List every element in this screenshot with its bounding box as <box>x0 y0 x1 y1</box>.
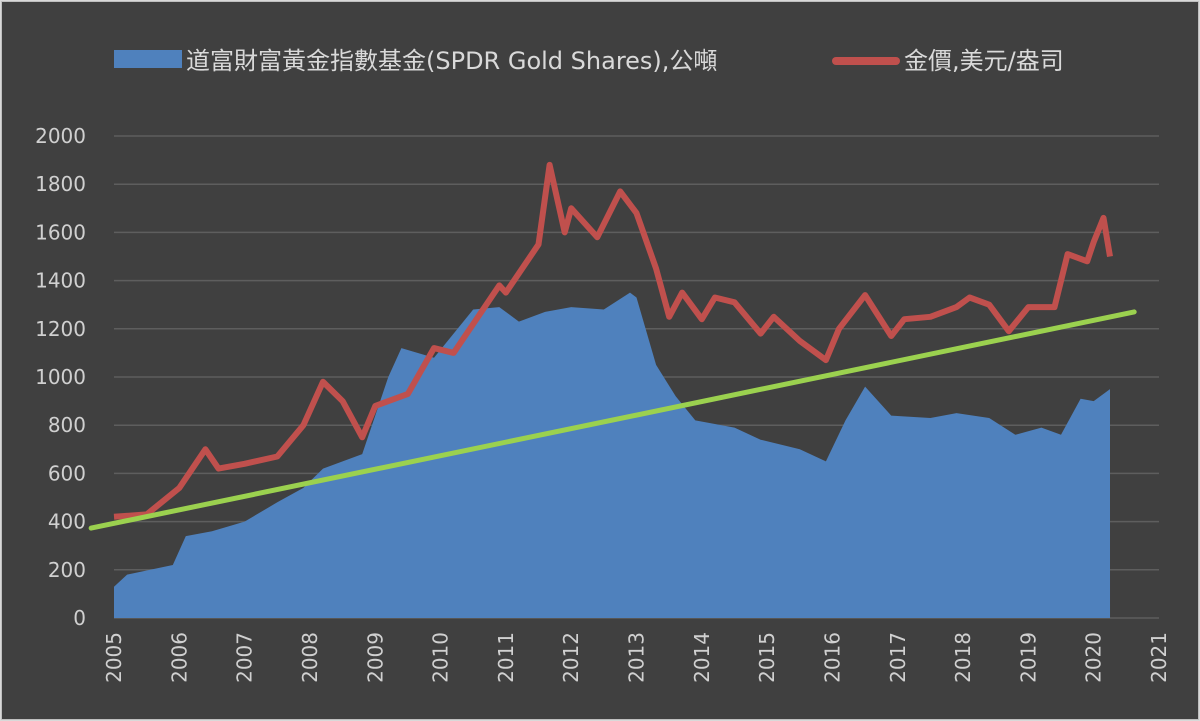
x-tick-label: 2016 <box>820 632 844 683</box>
x-tick-label: 2015 <box>755 632 779 683</box>
legend: 道富財富黃金指數基金(SPDR Gold Shares),公噸 金價,美元/盎司 <box>114 47 1064 75</box>
x-tick-label: 2006 <box>167 632 191 683</box>
y-tick-label: 1800 <box>35 172 86 196</box>
y-tick-label: 200 <box>48 558 86 582</box>
gold-price-line <box>113 161 1113 520</box>
y-tick-label: 2000 <box>35 124 86 148</box>
x-tick-label: 2021 <box>1147 632 1171 683</box>
y-tick-label: 1000 <box>35 365 86 389</box>
x-tick-label: 2020 <box>1082 632 1106 683</box>
x-tick-label: 2009 <box>363 632 387 683</box>
x-tick-label: 2008 <box>298 632 322 683</box>
y-tick-label: 400 <box>48 510 86 534</box>
y-tick-label: 0 <box>73 606 86 630</box>
trendline <box>88 309 1137 531</box>
etf-area <box>114 292 1111 618</box>
x-tick-label: 2010 <box>429 632 453 683</box>
legend-swatch-etf <box>114 50 182 68</box>
x-tick-label: 2012 <box>559 632 583 683</box>
y-tick-label: 800 <box>48 413 86 437</box>
legend-label-gold: 金價,美元/盎司 <box>904 47 1064 75</box>
y-tick-label: 1200 <box>35 317 86 341</box>
x-tick-label: 2019 <box>1016 632 1040 683</box>
legend-swatch-gold <box>832 57 900 65</box>
y-tick-label: 1600 <box>35 220 86 244</box>
x-tick-label: 2011 <box>494 632 518 683</box>
x-tick-label: 2005 <box>102 632 126 683</box>
legend-label-etf: 道富財富黃金指數基金(SPDR Gold Shares),公噸 <box>186 47 717 75</box>
x-tick-label: 2018 <box>951 632 975 683</box>
x-tick-label: 2013 <box>625 632 649 683</box>
x-tick-label: 2007 <box>233 632 257 683</box>
y-tick-label: 600 <box>48 461 86 485</box>
y-tick-label: 1400 <box>35 269 86 293</box>
x-tick-label: 2014 <box>690 632 714 683</box>
x-tick-label: 2017 <box>886 632 910 683</box>
